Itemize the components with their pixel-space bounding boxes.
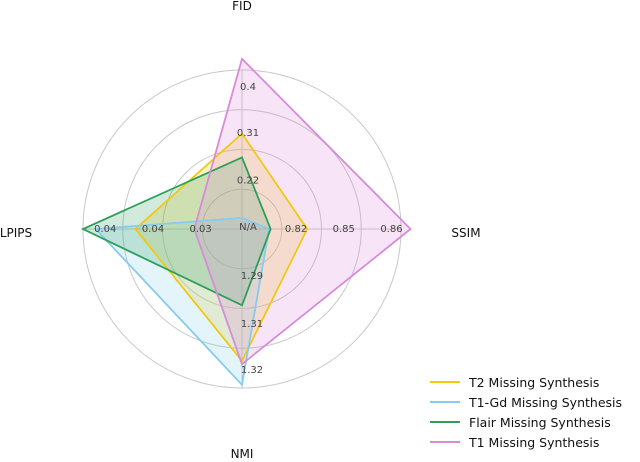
- tick-label-fid-3: 0.31: [237, 128, 259, 139]
- tick-label-nmi-1: 1.29: [241, 271, 263, 282]
- legend: T2 Missing Synthesis T1-Gd Missing Synthe…: [430, 372, 622, 452]
- series-area-3: [83, 157, 271, 306]
- legend-item-1: T2 Missing Synthesis: [430, 372, 622, 392]
- legend-swatch-4: [430, 441, 460, 443]
- legend-swatch-3: [430, 421, 460, 423]
- tick-label-fid-2: 0.22: [237, 176, 259, 187]
- series-area-2: [95, 217, 270, 385]
- legend-label-1: T2 Missing Synthesis: [469, 374, 600, 390]
- axis-label-fid: FID: [232, 0, 252, 13]
- axis-label-nmi: NMI: [231, 447, 254, 461]
- series-line-1: [134, 132, 309, 363]
- legend-item-2: T1-Gd Missing Synthesis: [430, 392, 622, 412]
- tick-label-fid-1: N/A: [239, 222, 257, 233]
- tick-label-lpips-3: 0.04: [94, 224, 116, 235]
- axis-label-ssim: SSIM: [451, 226, 480, 240]
- tick-label-lpips-2: 0.04: [142, 224, 164, 235]
- legend-label-3: Flair Missing Synthesis: [469, 414, 611, 430]
- tick-label-ssim-2: 0.85: [333, 224, 355, 235]
- series-line-4: [193, 57, 412, 366]
- tick-label-fid-4: 0.4: [240, 82, 256, 93]
- series-line-2: [93, 216, 271, 387]
- legend-label-2: T1-Gd Missing Synthesis: [469, 394, 623, 410]
- legend-swatch-1: [430, 381, 460, 383]
- legend-label-4: T1 Missing Synthesis: [469, 434, 600, 450]
- tick-label-nmi-3: 1.32: [241, 365, 263, 376]
- axis-label-lpips: LPIPS: [0, 226, 32, 240]
- series-area-1: [135, 133, 308, 361]
- legend-item-4: T1 Missing Synthesis: [430, 432, 622, 452]
- legend-item-3: Flair Missing Synthesis: [430, 412, 622, 432]
- series-line-3: [80, 156, 272, 307]
- legend-swatch-2: [430, 401, 460, 403]
- tick-label-nmi-2: 1.31: [241, 319, 263, 330]
- tick-label-ssim-1: 0.82: [285, 224, 307, 235]
- tick-label-ssim-3: 0.86: [380, 224, 402, 235]
- tick-label-lpips-1: 0.03: [190, 224, 212, 235]
